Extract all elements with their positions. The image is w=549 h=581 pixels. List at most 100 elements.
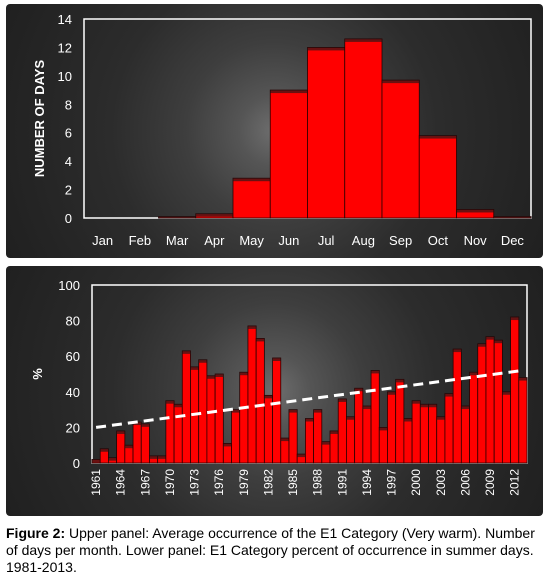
bar-top-edge: [247, 325, 257, 329]
figure-caption-text: Upper panel: Average occurrence of the E…: [6, 525, 535, 575]
bar: [280, 437, 290, 464]
bar-top-edge: [354, 388, 363, 392]
bar-top-edge: [256, 338, 265, 342]
bar: [304, 418, 315, 464]
bar: [321, 441, 331, 464]
y-tick-label: 0: [73, 456, 80, 471]
bar-top-edge: [116, 430, 125, 434]
bar-top-edge: [108, 457, 117, 461]
bar-top-edge: [428, 404, 437, 408]
bar: [477, 343, 487, 464]
bar: [469, 371, 479, 464]
bar: [198, 359, 208, 464]
y-tick-label: 60: [66, 349, 80, 364]
bar: [518, 377, 528, 464]
bar-top-edge: [272, 357, 281, 361]
bar-top-edge: [190, 366, 199, 370]
bar: [378, 426, 388, 464]
x-tick-label: Mar: [166, 233, 189, 248]
bar-top-edge: [510, 317, 519, 321]
yearly-percent-chart: 0 20 40 60 80 100% 1961 1964 1967 1970 1973 1976 197…: [6, 266, 543, 516]
bar: [214, 373, 224, 464]
y-axis-title: %: [30, 368, 45, 380]
bar: [419, 403, 429, 464]
bar-top-edge: [362, 406, 372, 410]
monthly-days-chart-svg: 0 2 4 6 8 10 12 14 NUMBER OF DAYS Jan Feb Mar Apr May…: [32, 12, 532, 248]
y-tick-label: 14: [58, 12, 72, 27]
x-tick-label: 2012: [508, 469, 522, 496]
bar-top-edge: [307, 47, 345, 51]
bar-top-edge: [469, 372, 478, 376]
bar: [428, 403, 438, 464]
bar: [206, 375, 216, 464]
x-tick-label: 1997: [385, 469, 399, 496]
bar-top-edge: [436, 416, 445, 420]
bar-top-edge: [477, 343, 486, 347]
bar-top-edge: [195, 213, 233, 217]
figure-caption-label: Figure 2:: [6, 525, 66, 541]
bar-top-edge: [371, 370, 380, 374]
x-tick-label: 2009: [483, 469, 497, 496]
bar: [362, 405, 372, 464]
bar-top-edge: [270, 90, 308, 94]
bar-top-edge: [158, 216, 196, 219]
bar: [501, 391, 511, 464]
bar-top-edge: [288, 409, 298, 413]
bar: [272, 357, 282, 464]
trend-line: [95, 368, 524, 429]
bar-top-edge: [338, 398, 347, 402]
bar: [232, 177, 271, 219]
y-tick-label: 12: [58, 40, 72, 55]
bar: [344, 38, 383, 219]
bar-top-edge: [182, 350, 191, 354]
bar: [132, 421, 142, 464]
y-tick-label: 20: [66, 420, 80, 435]
bar-top-edge: [395, 379, 404, 383]
x-tick-label: Sep: [389, 233, 412, 248]
bar-top-edge: [461, 406, 470, 410]
bar-top-edge: [198, 359, 207, 363]
bar: [346, 416, 356, 464]
bar-top-edge: [330, 430, 339, 434]
bar: [116, 430, 126, 464]
bar: [381, 79, 420, 219]
bar-top-edge: [387, 391, 396, 395]
bar: [444, 393, 454, 464]
y-tick-label: 40: [66, 385, 80, 400]
yearly-percent-chart-svg: 0 20 40 60 80 100% 1961 1964 1967 1970 1973 1976 197…: [30, 278, 528, 496]
x-tick-label: 1988: [311, 469, 325, 496]
bar-top-edge: [493, 216, 531, 219]
bar-top-edge: [444, 393, 454, 397]
x-tick-label: Apr: [204, 233, 225, 248]
bar-top-edge: [233, 178, 271, 182]
bar: [329, 430, 339, 464]
bar-top-edge: [133, 422, 142, 426]
bar-top-edge: [412, 400, 421, 404]
x-tick-label: Feb: [129, 233, 151, 248]
bar: [418, 135, 457, 219]
bar-top-edge: [456, 209, 494, 213]
bar: [436, 416, 446, 464]
bar-top-edge: [206, 375, 216, 379]
bar: [510, 316, 520, 464]
x-tick-label: Jun: [278, 233, 299, 248]
bar-top-edge: [124, 445, 134, 449]
bar: [288, 409, 298, 464]
bar-top-edge: [344, 38, 382, 42]
bar: [452, 348, 462, 464]
y-tick-label: 0: [65, 211, 72, 226]
bar-top-edge: [453, 349, 462, 353]
bar-top-edge: [215, 374, 224, 377]
bar-top-edge: [518, 377, 527, 381]
x-tick-label: 1985: [286, 469, 300, 496]
bar: [173, 403, 183, 464]
x-tick-label: Jul: [318, 233, 335, 248]
bar: [239, 371, 249, 464]
bar-top-edge: [305, 418, 314, 422]
bar: [403, 418, 413, 464]
bar: [313, 409, 323, 464]
y-tick-label: 80: [66, 314, 80, 329]
bar: [269, 89, 308, 219]
bar-top-edge: [239, 372, 248, 376]
x-tick-label: 1982: [261, 469, 275, 496]
